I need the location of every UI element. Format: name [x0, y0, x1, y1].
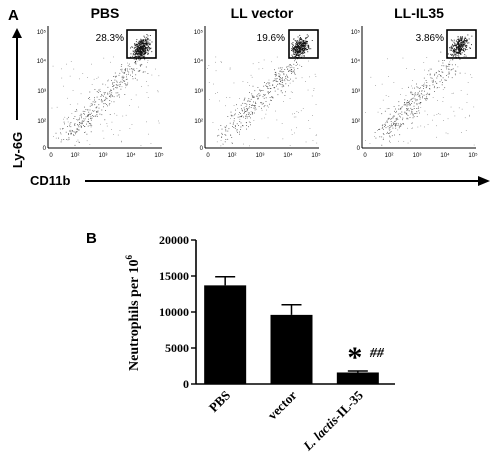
y-tick-label: 10³	[194, 89, 203, 95]
x-tick-label: PBS	[206, 388, 233, 415]
y-tick-label: 0	[183, 377, 189, 391]
y-tick-label: 10³	[37, 89, 46, 95]
bars	[204, 275, 379, 384]
flow-plot-pbs: PBS 10⁵ 10⁴ 10³ 10² 0 0 10² 10³ 10⁴ 10⁵ …	[37, 5, 164, 159]
y-axis-label-ly6g: Ly-6G	[10, 132, 25, 168]
x-tick-label-part: vector	[265, 387, 300, 422]
x-tick-label: 10⁵	[468, 152, 478, 159]
y-tick-label: 5000	[165, 341, 189, 355]
y-axis-arrow	[12, 28, 22, 120]
x-tick-label: 10⁵	[154, 152, 164, 159]
flow-plot-ll-vector: LL vector 10⁵ 10⁴ 10³ 10² 0 0 10² 10³ 10…	[194, 5, 321, 159]
x-tick-label: vector	[265, 387, 300, 422]
gate-box	[288, 29, 319, 59]
x-tick-label: 10³	[99, 153, 108, 159]
annotations: * ##	[347, 341, 385, 374]
scatter-dots	[51, 34, 160, 146]
y-tick-label: 10000	[159, 305, 189, 319]
y-tick-label: 10⁵	[351, 29, 361, 36]
x-axis-label-cd11b: CD11b	[30, 173, 71, 188]
x-tick-labels: 0 10² 10³ 10⁴ 10⁵	[363, 152, 478, 159]
x-tick-label: 10²	[385, 153, 394, 159]
x-tick-label: 10³	[413, 153, 422, 159]
bar	[336, 372, 379, 384]
gate-percent: 19.6%	[257, 33, 285, 44]
y-tick-label: 10⁴	[37, 58, 47, 65]
x-tick-label: 10⁴	[440, 152, 450, 159]
y-tick-label: 10⁵	[194, 29, 204, 36]
x-tick-label: 10⁴	[283, 152, 293, 159]
x-tick-label: 10²	[71, 153, 80, 159]
y-axis-label-text: Neutrophils per 10	[127, 260, 142, 372]
y-tick-label: 20000	[159, 233, 189, 247]
x-tick-label-part: PBS	[206, 388, 233, 415]
x-tick-label: 10²	[228, 153, 237, 159]
y-tick-label: 0	[357, 146, 361, 152]
bar	[204, 285, 247, 384]
x-tick-label: 0	[206, 153, 210, 159]
y-tick-label: 10²	[194, 119, 203, 125]
x-tick-label-part: L. lactis	[299, 413, 340, 454]
plot-title: PBS	[91, 5, 120, 21]
y-tick-labels: 10⁵ 10⁴ 10³ 10² 0	[351, 29, 361, 152]
panel-a-label: A	[8, 7, 19, 24]
significance-star: *	[347, 341, 362, 374]
y-tick-label: 15000	[159, 269, 189, 283]
x-tick-labels: 0 10² 10³ 10⁴ 10⁵	[49, 152, 164, 159]
y-tick-labels: 10⁵ 10⁴ 10³ 10² 0	[37, 29, 47, 152]
x-tick-label: 10³	[256, 153, 265, 159]
x-tick-label-part: -IL-35	[330, 387, 366, 423]
y-ticks: 0 5000 10000 15000 20000	[159, 233, 196, 391]
bar-chart: Neutrophils per 106 0 5000 10000 15000 20000…	[124, 233, 395, 454]
x-tick-labels: 0 10² 10³ 10⁴ 10⁵	[206, 152, 321, 159]
y-axis-label: Neutrophils per 106	[124, 255, 142, 372]
panel-b-label: B	[86, 230, 97, 247]
scatter-dots	[207, 34, 318, 147]
y-tick-label: 10³	[351, 89, 360, 95]
y-tick-label: 0	[200, 146, 204, 152]
x-tick-label: 10⁵	[311, 152, 321, 159]
gate-box	[126, 29, 157, 59]
plot-title: LL vector	[231, 5, 294, 21]
gate-box	[446, 29, 477, 59]
x-tick-label: L. lactis-IL-35	[299, 387, 366, 454]
y-tick-label: 10⁵	[37, 29, 47, 36]
gate-percent: 3.86%	[416, 33, 444, 44]
y-axis-label-superscript: 6	[124, 255, 134, 260]
y-tick-label: 10²	[351, 119, 360, 125]
y-tick-label: 10²	[37, 119, 46, 125]
x-tick-label: 0	[49, 153, 53, 159]
x-axis-arrow	[85, 176, 490, 186]
significance-hash: ##	[369, 346, 385, 361]
y-tick-label: 0	[43, 146, 47, 152]
bar	[270, 314, 313, 384]
y-tick-label: 10⁴	[194, 58, 204, 65]
x-tick-label: 0	[363, 153, 367, 159]
y-tick-label: 10⁴	[351, 58, 361, 65]
flow-plot-ll-il35: LL-IL35 10⁵ 10⁴ 10³ 10² 0 0 10² 10³ 10⁴ …	[351, 5, 478, 159]
x-tick-label: 10⁴	[126, 152, 136, 159]
plot-title: LL-IL35	[394, 5, 444, 21]
gate-percent: 28.3%	[96, 33, 124, 44]
scatter-dots	[365, 34, 475, 146]
y-tick-labels: 10⁵ 10⁴ 10³ 10² 0	[194, 29, 204, 152]
